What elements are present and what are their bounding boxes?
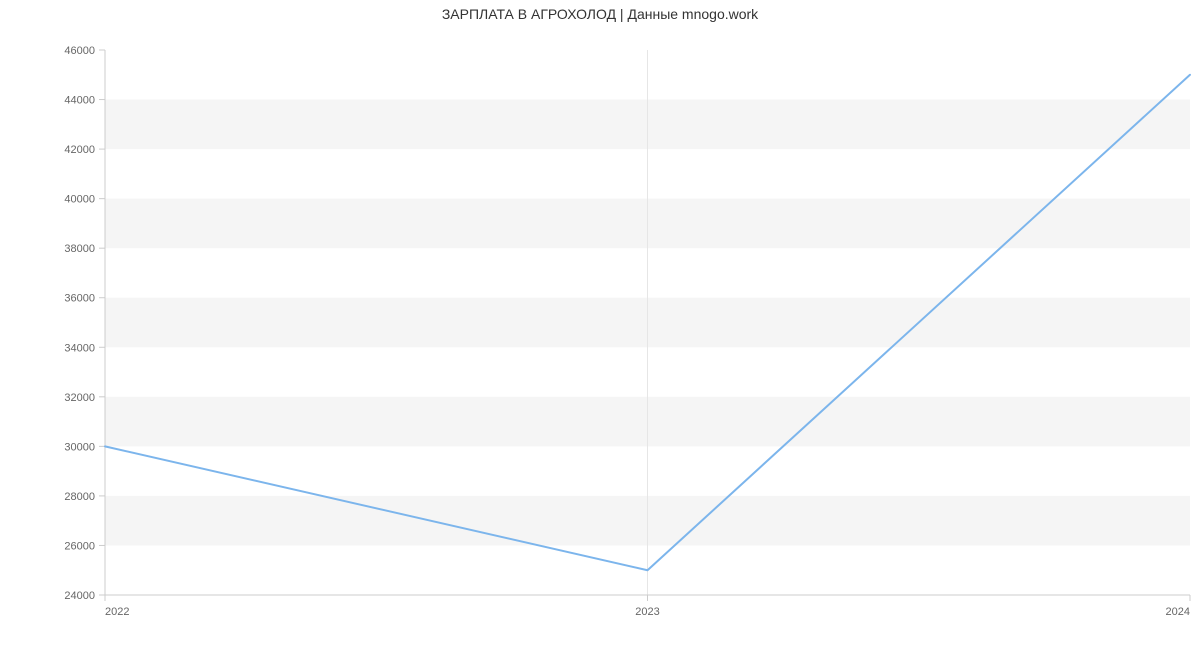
y-tick-label: 34000 <box>64 342 95 354</box>
y-tick-label: 46000 <box>64 45 95 57</box>
y-tick-label: 38000 <box>64 243 95 255</box>
y-tick-label: 30000 <box>64 441 95 453</box>
y-tick-label: 44000 <box>64 95 95 107</box>
y-tick-label: 40000 <box>64 194 95 206</box>
x-tick-label: 2024 <box>1166 606 1190 618</box>
y-tick-label: 36000 <box>64 293 95 305</box>
y-tick-label: 24000 <box>64 590 95 602</box>
chart-svg: 24000 26000 28000 30000 32000 34000 36000 38000… <box>0 0 1200 650</box>
x-tick-label: 2023 <box>635 606 659 618</box>
y-tick-label: 42000 <box>64 144 95 156</box>
y-tick-label: 28000 <box>64 491 95 503</box>
x-tick-label: 2022 <box>105 606 129 618</box>
y-tick-label: 26000 <box>64 540 95 552</box>
salary-chart: ЗАРПЛАТА В АГРОХОЛОД | Данные mnogo.work… <box>0 0 1200 650</box>
chart-title: ЗАРПЛАТА В АГРОХОЛОД | Данные mnogo.work <box>0 6 1200 22</box>
y-tick-label: 32000 <box>64 392 95 404</box>
